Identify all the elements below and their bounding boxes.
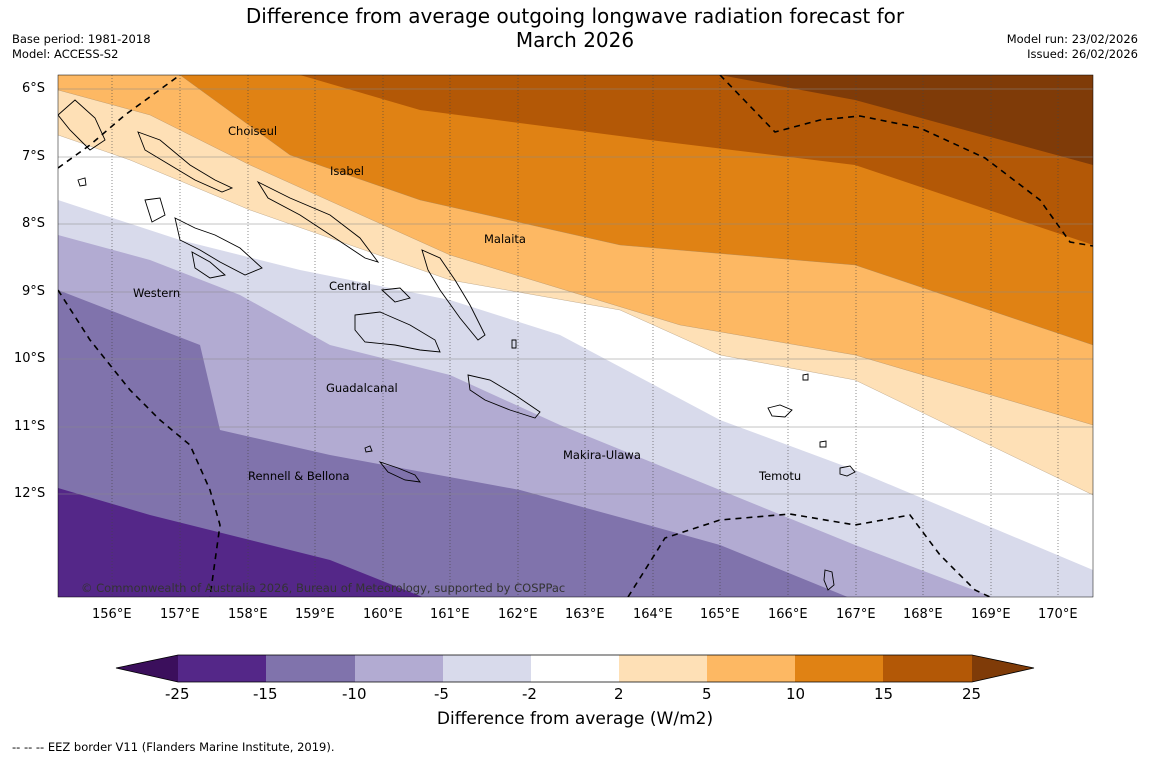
place-label: Rennell & Bellona: [248, 469, 350, 483]
isabel-island: [256, 180, 380, 263]
lon-label: 163°E: [565, 607, 605, 622]
vella-lavella-island: [144, 197, 166, 223]
lon-label: 156°E: [92, 607, 132, 622]
colorbar: [115, 654, 1035, 683]
lat-label: 12°S: [14, 486, 46, 501]
lat-label: 9°S: [22, 284, 46, 299]
colorbar-segment: [883, 655, 972, 682]
colorbar-tick: 15: [874, 685, 894, 703]
malaita-island: [421, 249, 486, 341]
colorbar-segment: [443, 655, 531, 682]
rennell-island: [378, 461, 421, 483]
colorbar-segment: [531, 655, 619, 682]
lon-label: 164°E: [633, 607, 673, 622]
new-georgia-island: [174, 217, 263, 276]
makira-island: [467, 374, 541, 419]
colorbar-segment: [266, 655, 355, 682]
model-name: Model: ACCESS-S2: [12, 47, 119, 61]
colorbar-segment: [178, 655, 266, 682]
band-minus-10-15: [58, 290, 848, 597]
title-line-1: Difference from average outgoing longwav…: [245, 4, 905, 28]
eez-legend: -- -- -- EEZ border V11 (Flanders Marine…: [12, 740, 335, 754]
lat-label: 8°S: [22, 216, 46, 231]
place-label: Temotu: [759, 469, 802, 483]
model-run: Model run: 23/02/2026: [1006, 32, 1138, 46]
lon-label: 169°E: [971, 607, 1011, 622]
colorbar-low-arrow: [116, 655, 178, 682]
anuta-island: [839, 465, 856, 477]
place-label: Western: [133, 286, 181, 300]
colorbar-high-arrow: [972, 655, 1034, 682]
lon-label: 165°E: [700, 607, 740, 622]
band-minus-15-25: [58, 488, 423, 597]
colorbar-segment: [619, 655, 707, 682]
issued-date: Issued: 26/02/2026: [1027, 47, 1138, 61]
lon-label: 160°E: [363, 607, 403, 622]
colorbar-segment: [707, 655, 795, 682]
map-gridlines: [58, 75, 1093, 597]
colorbar-tick: -2: [522, 685, 537, 703]
lon-label: 168°E: [903, 607, 943, 622]
colorbar-segment: [355, 655, 443, 682]
choiseul-island: [137, 131, 234, 193]
colorbar-tick: 5: [702, 685, 712, 703]
colorbar-tick: -25: [165, 685, 190, 703]
colorbar-tick: -10: [342, 685, 367, 703]
chart-title: Difference from average outgoing longwav…: [0, 4, 1150, 52]
rendova-island: [191, 251, 226, 279]
colorbar-tick: 2: [614, 685, 624, 703]
lon-label: 170°E: [1038, 607, 1078, 622]
place-label: Choiseul: [228, 124, 278, 138]
lon-label: 158°E: [228, 607, 268, 622]
bougainville-island: [58, 99, 106, 151]
eez-border: [58, 75, 1093, 597]
map-area: [58, 75, 1093, 597]
copyright-notice: © Commonwealth of Australia 2026, Bureau…: [81, 581, 566, 595]
header-right: Model run: 23/02/2026 Issued: 26/02/2026: [1007, 32, 1138, 62]
lat-label: 6°S: [22, 81, 46, 96]
lon-label: 161°E: [430, 607, 470, 622]
place-label: Malaita: [484, 232, 526, 246]
lat-label: 11°S: [14, 419, 46, 434]
place-label: Makira-Ulawa: [563, 448, 641, 462]
coastlines: [58, 99, 856, 591]
place-label: Central: [329, 279, 371, 293]
base-period: Base period: 1981-2018: [12, 32, 151, 46]
colorbar-tick: 10: [786, 685, 806, 703]
place-label: Guadalcanal: [326, 381, 398, 395]
guadalcanal-island: [354, 311, 441, 353]
colorbar-tick: -15: [253, 685, 278, 703]
header-left: Base period: 1981-2018 Model: ACCESS-S2: [12, 32, 151, 62]
lon-label: 159°E: [295, 607, 335, 622]
colorbar-segment: [795, 655, 883, 682]
santa-cruz-island: [767, 404, 793, 418]
florida-islands: [380, 287, 411, 303]
lat-label: 10°S: [14, 351, 46, 366]
colorbar-tick: -5: [434, 685, 449, 703]
lon-label: 162°E: [498, 607, 538, 622]
title-line-2: March 2026: [515, 28, 635, 52]
lon-label: 167°E: [836, 607, 876, 622]
lat-label: 7°S: [22, 149, 46, 164]
lon-label: 157°E: [160, 607, 200, 622]
place-label: Isabel: [330, 164, 365, 178]
colorbar-title: Difference from average (W/m2): [436, 709, 714, 729]
colorbar-tick: 25: [962, 685, 982, 703]
lon-label: 166°E: [768, 607, 808, 622]
